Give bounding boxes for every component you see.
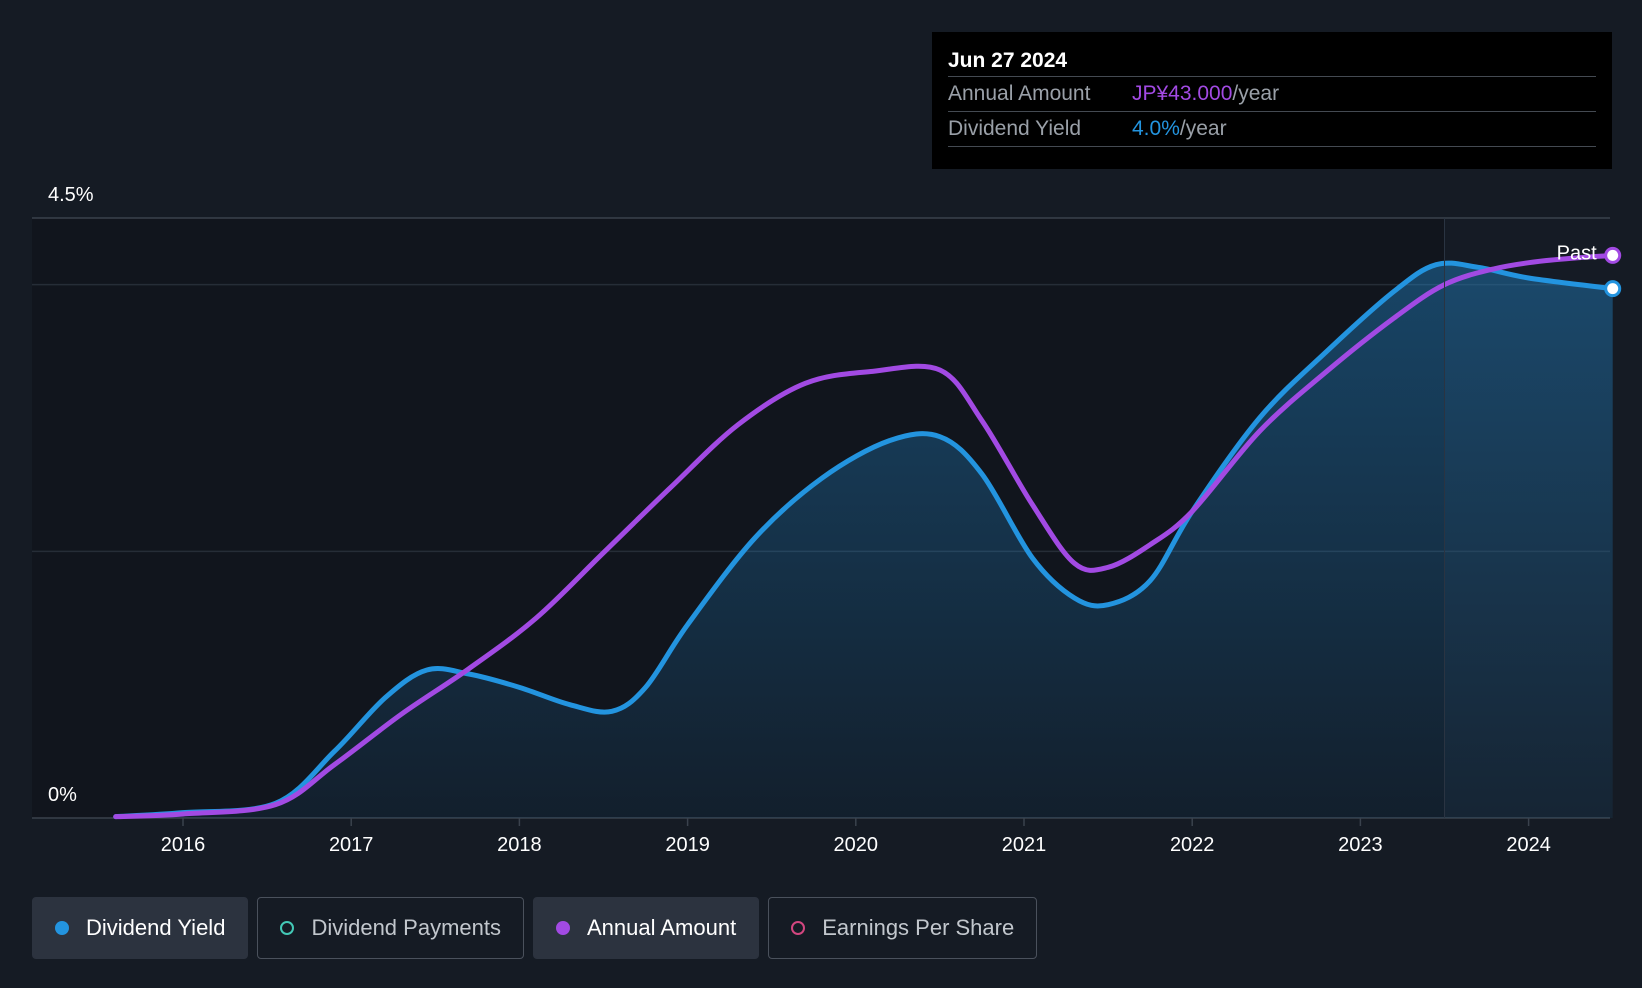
x-tick-label: 2021 bbox=[1002, 834, 1047, 856]
tooltip-value: 4.0% bbox=[1132, 117, 1180, 140]
tooltip-row-dividend-yield: Dividend Yield 4.0% /year bbox=[948, 112, 1596, 147]
x-tick-label: 2020 bbox=[834, 834, 879, 856]
y-axis-min-label: 0% bbox=[48, 784, 77, 806]
legend-dot-icon bbox=[555, 921, 570, 935]
legend-dividend-payments[interactable]: Dividend Payments bbox=[257, 897, 524, 959]
x-tick-label: 2024 bbox=[1506, 834, 1551, 856]
x-tick-label: 2022 bbox=[1170, 834, 1215, 856]
legend-label: Earnings Per Share bbox=[822, 915, 1015, 940]
legend-label: Dividend Yield bbox=[86, 915, 226, 940]
tooltip-unit: /year bbox=[1179, 117, 1227, 140]
tooltip-label: Dividend Yield bbox=[948, 117, 1082, 140]
annual-amount-line bbox=[113, 252, 1616, 820]
tooltip-date: Jun 27 2024 bbox=[948, 46, 1596, 77]
x-tick-label: 2018 bbox=[497, 834, 542, 856]
legend-dot-icon bbox=[55, 921, 69, 935]
dividend-yield-end-marker[interactable] bbox=[1604, 280, 1622, 298]
legend: Dividend Yield Dividend Payments Annual … bbox=[32, 897, 1038, 959]
y-axis-max-label: 4.5% bbox=[48, 184, 94, 206]
x-axis: 2016 2017 2018 2019 2020 2021 2022 2023 2024 bbox=[161, 818, 1551, 856]
legend-annual-amount[interactable]: Annual Amount bbox=[532, 897, 760, 959]
x-tick-label: 2017 bbox=[329, 834, 374, 856]
tooltip-row-annual-amount: Annual Amount JP¥43.000 /year bbox=[948, 77, 1596, 112]
legend-label: Dividend Payments bbox=[311, 915, 501, 940]
legend-dot-icon bbox=[791, 921, 806, 935]
tooltip-unit: /year bbox=[1232, 82, 1280, 105]
past-label: Past bbox=[1557, 242, 1597, 264]
x-tick-label: 2023 bbox=[1338, 834, 1383, 856]
x-tick-label: 2016 bbox=[161, 834, 206, 856]
legend-dot-icon bbox=[280, 921, 295, 935]
tooltip-value: JP¥43.000 bbox=[1132, 82, 1233, 105]
tooltip-label: Annual Amount bbox=[948, 82, 1091, 105]
annual-amount-end-marker[interactable] bbox=[1604, 246, 1622, 264]
legend-earnings-per-share[interactable]: Earnings Per Share bbox=[768, 897, 1038, 959]
legend-label: Annual Amount bbox=[586, 915, 737, 940]
tooltip: Jun 27 2024 Annual Amount JP¥43.000 /yea… bbox=[932, 32, 1612, 169]
x-tick-label: 2019 bbox=[665, 834, 710, 856]
dividend-yield-line bbox=[113, 260, 1616, 820]
legend-dividend-yield[interactable]: Dividend Yield bbox=[32, 897, 249, 959]
